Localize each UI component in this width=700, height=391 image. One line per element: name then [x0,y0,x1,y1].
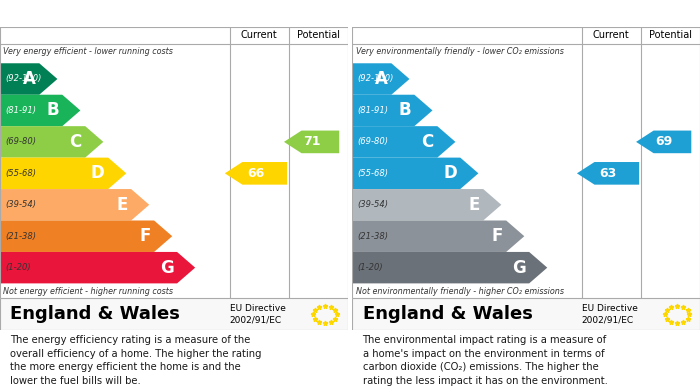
Text: A: A [23,70,36,88]
Polygon shape [284,131,340,153]
Text: 69: 69 [655,135,672,149]
Text: (69-80): (69-80) [357,137,388,146]
FancyBboxPatch shape [352,298,700,330]
Polygon shape [352,221,524,252]
Text: Environmental Impact (CO₂) Rating: Environmental Impact (CO₂) Rating [360,6,618,21]
Text: Energy Efficiency Rating: Energy Efficiency Rating [8,6,187,21]
Text: C: C [421,133,434,151]
Polygon shape [352,126,456,158]
Text: (39-54): (39-54) [5,200,36,209]
Text: 71: 71 [303,135,321,149]
Text: Current: Current [593,30,630,40]
Text: D: D [91,164,105,182]
Text: (92-100): (92-100) [5,75,41,84]
Text: England & Wales: England & Wales [10,305,181,323]
Text: Very energy efficient - lower running costs: Very energy efficient - lower running co… [4,47,174,56]
Text: D: D [443,164,457,182]
Polygon shape [636,131,692,153]
Text: Not energy efficient - higher running costs: Not energy efficient - higher running co… [4,287,174,296]
Text: G: G [160,259,174,277]
Text: (81-91): (81-91) [357,106,388,115]
Text: A: A [375,70,388,88]
Text: The environmental impact rating is a measure of
a home's impact on the environme: The environmental impact rating is a mea… [363,335,608,386]
Text: (92-100): (92-100) [357,75,393,84]
Text: EU Directive
2002/91/EC: EU Directive 2002/91/EC [230,304,286,325]
Polygon shape [0,221,172,252]
Polygon shape [352,95,433,126]
Polygon shape [352,252,547,283]
Text: (1-20): (1-20) [5,263,31,272]
Text: (69-80): (69-80) [5,137,36,146]
Polygon shape [0,95,80,126]
Polygon shape [0,252,195,283]
Polygon shape [352,158,478,189]
Text: Not environmentally friendly - higher CO₂ emissions: Not environmentally friendly - higher CO… [356,287,564,296]
Text: G: G [512,259,526,277]
Text: The energy efficiency rating is a measure of the
overall efficiency of a home. T: The energy efficiency rating is a measur… [10,335,262,386]
Text: F: F [139,227,150,245]
Text: Current: Current [241,30,278,40]
Polygon shape [0,189,149,221]
Text: E: E [116,196,127,214]
Text: (1-20): (1-20) [357,263,383,272]
Text: Potential: Potential [649,30,692,40]
Text: 63: 63 [599,167,617,180]
Text: Potential: Potential [297,30,340,40]
FancyBboxPatch shape [0,298,348,330]
Polygon shape [0,63,57,95]
Polygon shape [0,158,126,189]
Text: E: E [468,196,480,214]
Text: (21-38): (21-38) [357,232,388,241]
Text: B: B [398,101,411,119]
Text: F: F [491,227,503,245]
Text: (55-68): (55-68) [357,169,388,178]
Polygon shape [225,162,287,185]
Text: (55-68): (55-68) [5,169,36,178]
Text: EU Directive
2002/91/EC: EU Directive 2002/91/EC [582,304,638,325]
Text: B: B [46,101,59,119]
Text: (21-38): (21-38) [5,232,36,241]
Polygon shape [352,63,410,95]
Text: Very environmentally friendly - lower CO₂ emissions: Very environmentally friendly - lower CO… [356,47,564,56]
Polygon shape [577,162,639,185]
Text: 66: 66 [247,167,265,180]
Text: (39-54): (39-54) [357,200,388,209]
Polygon shape [352,189,501,221]
Polygon shape [0,126,104,158]
Text: England & Wales: England & Wales [363,305,533,323]
Text: (81-91): (81-91) [5,106,36,115]
Text: C: C [69,133,82,151]
